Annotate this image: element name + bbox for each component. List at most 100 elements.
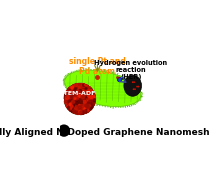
Point	[72, 94, 76, 97]
Point	[78, 83, 82, 86]
Circle shape	[136, 86, 138, 88]
Point	[75, 85, 78, 88]
Point	[89, 100, 93, 103]
Point	[75, 85, 79, 88]
Point	[89, 99, 92, 102]
Point	[72, 101, 75, 104]
Point	[72, 97, 75, 100]
Point	[68, 108, 72, 112]
Point	[85, 104, 89, 107]
Point	[67, 105, 70, 108]
Point	[92, 100, 96, 103]
Polygon shape	[86, 101, 87, 103]
Point	[65, 102, 69, 105]
Point	[85, 89, 89, 92]
Point	[78, 101, 82, 104]
Point	[72, 96, 76, 99]
Point	[82, 90, 86, 93]
Point	[82, 106, 85, 109]
Point	[85, 106, 88, 109]
Point	[86, 111, 89, 114]
Point	[69, 90, 73, 93]
Polygon shape	[134, 103, 136, 105]
Point	[65, 94, 68, 97]
Point	[81, 112, 85, 115]
Point	[84, 87, 88, 90]
Polygon shape	[93, 69, 94, 70]
Point	[85, 108, 88, 112]
Point	[65, 95, 68, 98]
Point	[84, 105, 87, 108]
Point	[73, 97, 76, 100]
Point	[81, 111, 84, 114]
Point	[88, 99, 91, 102]
Point	[90, 104, 94, 107]
Point	[67, 97, 70, 100]
Point	[71, 87, 74, 90]
Point	[71, 107, 75, 110]
Point	[74, 84, 78, 87]
Point	[78, 94, 81, 97]
Polygon shape	[141, 93, 143, 94]
Point	[76, 90, 79, 93]
Point	[91, 102, 94, 105]
Point	[82, 100, 85, 103]
Point	[76, 94, 80, 98]
Point	[73, 92, 76, 95]
Point	[67, 89, 70, 92]
Point	[71, 85, 75, 88]
Point	[82, 87, 85, 90]
Point	[91, 96, 94, 99]
Point	[81, 112, 84, 115]
Point	[93, 92, 96, 95]
Point	[88, 102, 92, 105]
Point	[80, 105, 84, 108]
Polygon shape	[131, 105, 132, 106]
Point	[88, 110, 91, 113]
Point	[82, 107, 85, 110]
Point	[83, 97, 87, 100]
Point	[86, 89, 89, 92]
Point	[90, 88, 94, 91]
Point	[74, 105, 78, 108]
Point	[76, 89, 79, 92]
Point	[79, 111, 83, 114]
Point	[89, 97, 92, 100]
Point	[77, 90, 81, 93]
Polygon shape	[104, 70, 105, 72]
Point	[85, 99, 88, 102]
Point	[88, 102, 92, 105]
Point	[69, 103, 72, 106]
Point	[92, 105, 95, 108]
Point	[84, 93, 87, 96]
Point	[75, 83, 79, 86]
Point	[87, 106, 90, 109]
Point	[75, 108, 78, 111]
Point	[69, 110, 73, 113]
Point	[84, 91, 88, 94]
Point	[84, 96, 87, 99]
Point	[89, 109, 92, 112]
Point	[66, 105, 70, 108]
Point	[84, 108, 87, 112]
Point	[78, 110, 82, 113]
Point	[81, 95, 84, 98]
Point	[93, 94, 96, 97]
Point	[84, 88, 88, 91]
Point	[73, 92, 76, 95]
Point	[69, 110, 73, 113]
Point	[85, 101, 88, 104]
Point	[88, 98, 92, 101]
Point	[67, 102, 71, 105]
Point	[80, 112, 84, 115]
Point	[86, 96, 90, 99]
Point	[68, 98, 71, 101]
Point	[74, 94, 78, 97]
Point	[73, 102, 76, 105]
Point	[69, 101, 72, 105]
Point	[74, 86, 77, 89]
Point	[81, 99, 84, 102]
Point	[83, 112, 87, 115]
Polygon shape	[137, 85, 138, 86]
Circle shape	[133, 88, 134, 90]
